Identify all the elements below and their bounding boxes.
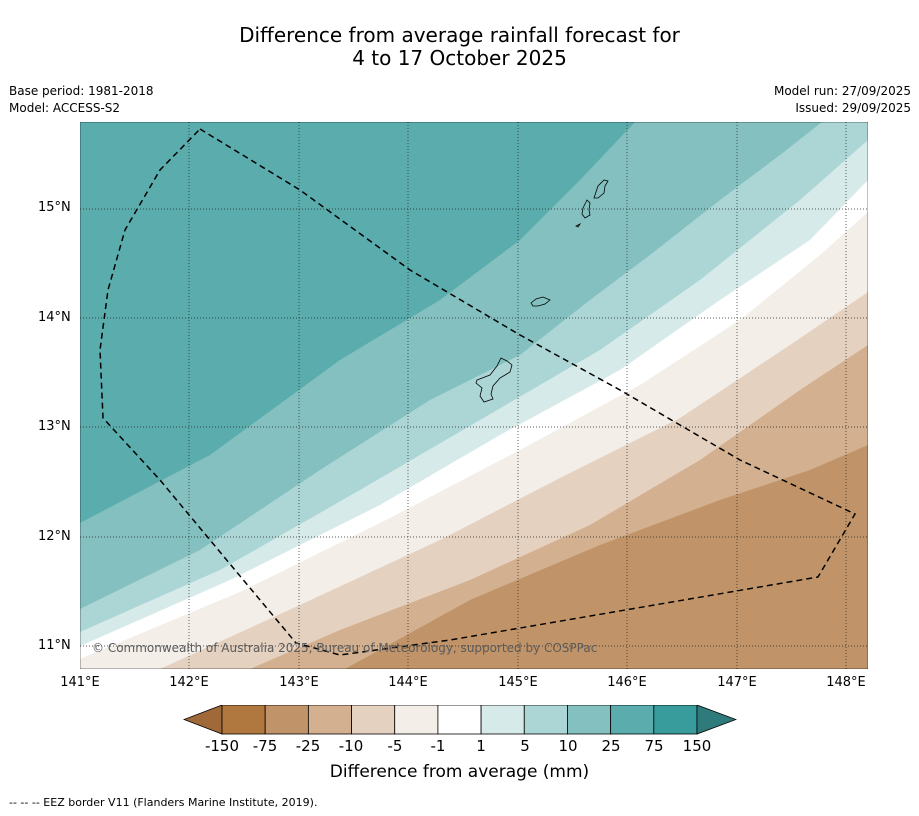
colorbar-segment <box>307 705 352 735</box>
colorbar-segment <box>610 705 655 735</box>
cbar-tick-neg5: -5 <box>387 737 403 755</box>
coastline-outline-icon <box>475 179 609 403</box>
island-pagan <box>593 179 609 199</box>
colorbar-segment <box>394 705 439 735</box>
colorbar-segment <box>523 705 568 735</box>
island-guam <box>475 357 513 403</box>
cbar-tick-neg150: -150 <box>204 737 240 755</box>
issued-text: Issued: 29/09/2025 <box>795 101 911 115</box>
cbar-tick-neg75: -75 <box>252 737 278 755</box>
colorbar-segment <box>480 705 525 735</box>
lon-label-148e: 148°E <box>826 675 866 690</box>
cbar-tick-10: 10 <box>558 737 578 755</box>
lon-label-145e: 145°E <box>498 675 538 690</box>
cbar-tick-25: 25 <box>601 737 621 755</box>
meta-right: Model run: 27/09/2025 Issued: 29/09/2025 <box>774 83 911 117</box>
lat-label-11n: 11°N <box>38 638 71 653</box>
graticule <box>80 122 868 669</box>
cbar-tick-neg10: -10 <box>338 737 364 755</box>
base-period-text: Base period: 1981-2018 <box>9 84 154 98</box>
rainfall-map[interactable] <box>80 122 868 669</box>
model-run-text: Model run: 27/09/2025 <box>773 84 911 98</box>
meta-left: Base period: 1981-2018 Model: ACCESS-S2 <box>9 83 154 117</box>
colorbar-segment <box>351 705 396 735</box>
lat-label-13n: 13°N <box>38 419 71 434</box>
lon-label-144e: 144°E <box>388 675 428 690</box>
copyright-text: © Commonwealth of Australia 2025, Bureau… <box>92 641 598 655</box>
eez-footnote: -- -- -- EEZ border V11 (Flanders Marine… <box>9 796 318 809</box>
model-text: Model: ACCESS-S2 <box>9 101 121 115</box>
lon-label-143e: 143°E <box>279 675 319 690</box>
colorbar-segments <box>183 705 737 735</box>
colorbar-label: Difference from average (mm) <box>329 762 590 782</box>
cbar-tick-neg1: -1 <box>430 737 446 755</box>
lon-label-142e: 142°E <box>169 675 209 690</box>
island-guguan <box>575 222 582 228</box>
lon-label-141e: 141°E <box>60 675 100 690</box>
colorbar-extend-low <box>183 705 223 735</box>
cbar-tick-75: 75 <box>644 737 664 755</box>
colorbar-segment <box>221 705 266 735</box>
lat-label-12n: 12°N <box>38 529 71 544</box>
lon-label-147e: 147°E <box>717 675 757 690</box>
island-alamagan <box>581 199 591 219</box>
lat-label-14n: 14°N <box>38 310 71 325</box>
island-saipan <box>530 296 551 307</box>
map-title-line-2: 4 to 17 October 2025 <box>352 46 567 70</box>
colorbar <box>183 705 737 735</box>
map-title-line-1: Difference from average rainfall forecas… <box>239 23 680 47</box>
colorbar-segment <box>567 705 612 735</box>
colorbar-segment <box>264 705 309 735</box>
cbar-tick-neg25: -25 <box>295 737 321 755</box>
colorbar-segment <box>437 705 482 735</box>
cbar-tick-150: 150 <box>682 737 712 755</box>
colorbar-segment <box>653 705 698 735</box>
colorbar-extend-high <box>696 705 737 735</box>
eez-border <box>99 128 857 656</box>
cbar-tick-1: 1 <box>476 737 486 755</box>
cbar-tick-5: 5 <box>520 737 530 755</box>
lat-label-15n: 15°N <box>38 200 71 215</box>
lon-label-146e: 146°E <box>607 675 647 690</box>
